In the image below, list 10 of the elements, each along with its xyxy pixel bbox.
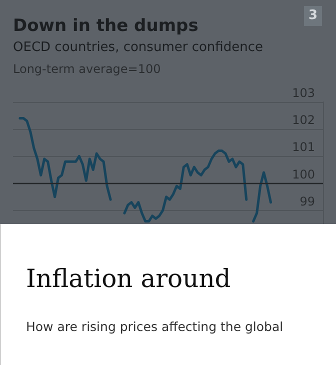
y-tick-label: 100 [292,167,315,182]
chart-title: Down in the dumps [13,16,198,36]
chart-subtitle: OECD countries, consumer confidence [13,40,263,55]
y-axis-title: Long-term average=100 [13,62,161,76]
y-tick-label: 101 [292,140,315,154]
y-tick-label: 102 [292,113,315,128]
number-badge: 3 [304,6,322,26]
y-tick-label: 103 [292,86,315,100]
y-tick-label: 99 [300,194,315,208]
article-panel: Inflation around How are rising prices affecting the global [0,224,336,365]
